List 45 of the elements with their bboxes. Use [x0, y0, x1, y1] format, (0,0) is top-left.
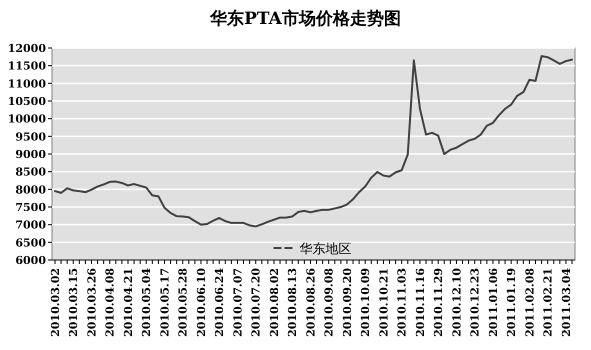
- x-tick-label: 2010.12.23: [468, 268, 482, 337]
- x-tick-label: 2010.08.13: [286, 268, 300, 337]
- y-tick-label: 8000: [15, 183, 46, 196]
- x-tick-label: 2010.11.29: [432, 268, 446, 337]
- y-tick-label: 12000: [8, 42, 46, 55]
- x-tick-label: 2010.09.08: [322, 268, 336, 337]
- y-tick-label: 10500: [8, 95, 46, 108]
- x-tick-label: 2010.09.20: [340, 268, 354, 337]
- x-tick-label: 2010.10.21: [377, 268, 390, 337]
- x-tick-label: 2011.03.04: [560, 268, 573, 337]
- x-tick-label: 2010.11.16: [414, 268, 427, 337]
- y-tick-label: 6500: [15, 236, 46, 250]
- x-tick-label: 2010.04.21: [122, 268, 135, 337]
- x-tick-label: 2010.06.10: [194, 268, 208, 337]
- x-tick-label: 2010.10.09: [359, 268, 372, 337]
- y-tick-label: 9500: [15, 130, 46, 144]
- y-tick-label: 7500: [15, 201, 46, 214]
- x-tick-label: 2010.07.07: [231, 268, 244, 337]
- x-tick-label: 2010.05.17: [158, 268, 172, 337]
- y-tick-label: 11500: [8, 60, 46, 73]
- x-tick-label: 2010.05.28: [176, 268, 190, 337]
- x-tick-label: 2010.03.26: [85, 268, 98, 337]
- y-tick-label: 10000: [8, 112, 46, 126]
- x-tick-label: 2011.02.08: [523, 268, 536, 337]
- x-tick-label: 2011.01.06: [486, 268, 500, 337]
- x-tick-label: 2010.04.08: [104, 268, 117, 337]
- line-series: [54, 55, 573, 228]
- y-tick-label: 8500: [15, 166, 46, 179]
- y-tick-label: 6000: [15, 254, 46, 267]
- x-tick-label: 2010.08.26: [304, 268, 318, 337]
- chart-title: 华东PTA市场价格走势图: [209, 9, 401, 29]
- x-tick-label: 2010.11.03: [396, 268, 409, 337]
- y-tick-label: 7000: [15, 218, 46, 232]
- x-tick-label: 2010.03.02: [49, 268, 62, 337]
- x-tick-label: 2011.02.21: [542, 268, 555, 337]
- y-tick-label: 11000: [8, 77, 46, 90]
- legend-label: 华东地区: [300, 242, 352, 257]
- x-tick-label: 2010.08.02: [268, 268, 281, 337]
- y-tick-label: 9000: [15, 148, 46, 161]
- x-tick-label: 2010.06.24: [213, 268, 226, 337]
- x-tick-label: 2010.07.20: [250, 268, 263, 337]
- x-tick-label: 2010.03.15: [67, 268, 80, 337]
- x-tick-label: 2011.01.19: [505, 268, 518, 337]
- x-tick-label: 2010.12.10: [450, 268, 464, 337]
- x-tick-label: 2010.05.04: [140, 268, 154, 337]
